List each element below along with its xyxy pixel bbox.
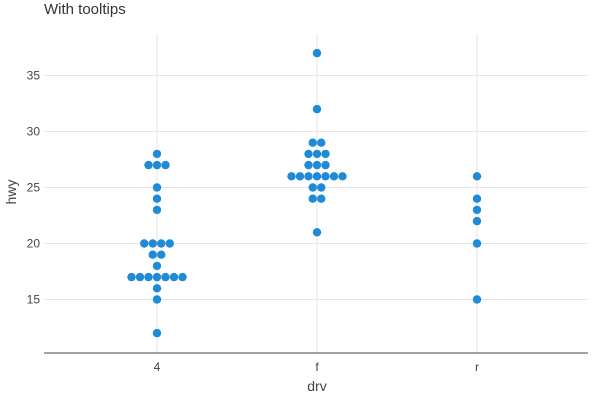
data-points bbox=[127, 48, 482, 338]
data-point[interactable] bbox=[165, 239, 174, 248]
data-point[interactable] bbox=[338, 172, 347, 181]
data-point[interactable] bbox=[152, 183, 162, 192]
data-point[interactable] bbox=[317, 183, 326, 192]
data-point[interactable] bbox=[157, 239, 166, 248]
data-point[interactable] bbox=[161, 272, 170, 282]
y-tick-label: 20 bbox=[27, 237, 41, 251]
data-point[interactable] bbox=[317, 194, 326, 203]
data-point[interactable] bbox=[472, 172, 482, 181]
data-point[interactable] bbox=[148, 239, 157, 248]
data-point[interactable] bbox=[304, 160, 313, 170]
tick-labels: 15 20 25 30 35 4 f r bbox=[27, 69, 479, 375]
data-point[interactable] bbox=[321, 149, 330, 159]
data-point[interactable] bbox=[144, 160, 153, 170]
data-point[interactable] bbox=[152, 261, 162, 271]
data-point[interactable] bbox=[152, 272, 162, 282]
y-tick-label: 15 bbox=[27, 293, 41, 307]
data-point[interactable] bbox=[321, 160, 330, 170]
data-point[interactable] bbox=[321, 172, 330, 181]
data-point[interactable] bbox=[144, 272, 153, 282]
y-axis-title: hwy bbox=[3, 180, 19, 205]
y-tick-label: 30 bbox=[27, 125, 41, 139]
data-point[interactable] bbox=[304, 172, 313, 181]
data-point[interactable] bbox=[295, 172, 305, 181]
data-point[interactable] bbox=[152, 328, 162, 338]
data-point[interactable] bbox=[312, 172, 322, 181]
data-point[interactable] bbox=[152, 295, 162, 304]
data-point[interactable] bbox=[308, 194, 317, 203]
data-point[interactable] bbox=[161, 160, 170, 170]
x-tick-label: r bbox=[475, 360, 479, 374]
data-point[interactable] bbox=[152, 149, 162, 159]
data-point[interactable] bbox=[312, 48, 322, 58]
data-point[interactable] bbox=[329, 172, 339, 181]
data-point[interactable] bbox=[308, 183, 317, 192]
x-tick-label: f bbox=[315, 360, 319, 374]
chart-title: With tooltips bbox=[44, 1, 126, 18]
data-point[interactable] bbox=[304, 149, 313, 159]
data-point[interactable] bbox=[152, 160, 162, 170]
data-point[interactable] bbox=[178, 272, 187, 282]
data-point[interactable] bbox=[472, 194, 482, 203]
data-point[interactable] bbox=[472, 205, 482, 215]
data-point[interactable] bbox=[127, 272, 136, 282]
data-point[interactable] bbox=[312, 228, 322, 237]
data-point[interactable] bbox=[287, 172, 296, 181]
grid-lines bbox=[44, 34, 588, 353]
data-point[interactable] bbox=[312, 104, 322, 114]
x-tick-label: 4 bbox=[154, 360, 161, 374]
y-tick-label: 25 bbox=[27, 181, 41, 195]
data-point[interactable] bbox=[317, 138, 326, 147]
x-axis-title: drv bbox=[307, 378, 326, 394]
data-point[interactable] bbox=[169, 272, 179, 282]
data-point[interactable] bbox=[308, 138, 317, 147]
data-point[interactable] bbox=[472, 295, 482, 304]
data-point[interactable] bbox=[312, 149, 322, 159]
data-point[interactable] bbox=[472, 239, 482, 248]
data-point[interactable] bbox=[152, 194, 162, 203]
data-point[interactable] bbox=[312, 160, 322, 170]
data-point[interactable] bbox=[157, 250, 166, 259]
data-point[interactable] bbox=[152, 284, 162, 293]
data-point[interactable] bbox=[135, 272, 145, 282]
y-tick-label: 35 bbox=[27, 69, 41, 83]
data-point[interactable] bbox=[140, 239, 149, 248]
data-point[interactable] bbox=[152, 205, 162, 215]
data-point[interactable] bbox=[148, 250, 157, 259]
data-point[interactable] bbox=[472, 216, 482, 226]
